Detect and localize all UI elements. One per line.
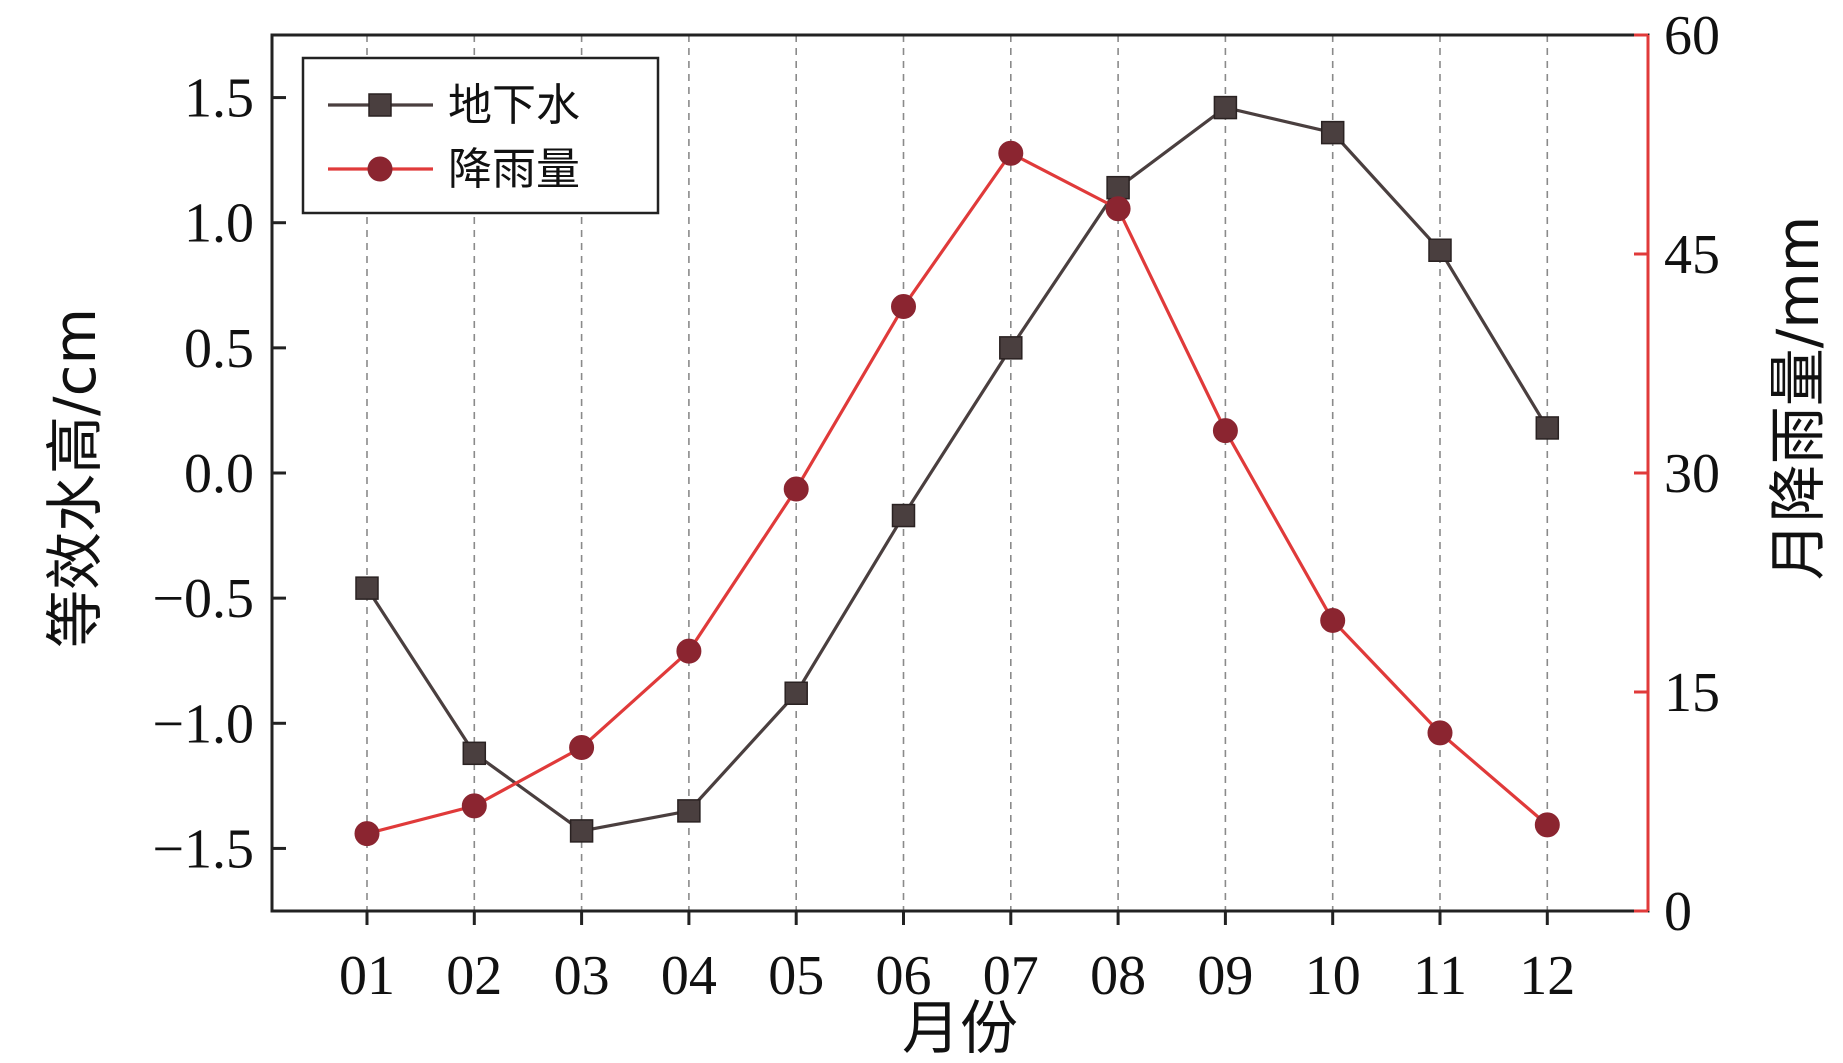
data-point-circle [998, 140, 1024, 166]
legend-label: 降雨量 [448, 144, 580, 195]
legend-marker [367, 156, 393, 182]
series-layer [354, 95, 1560, 847]
x-tick-label: 12 [1519, 945, 1575, 1007]
data-point-circle [1105, 196, 1131, 222]
series-square [355, 95, 1560, 843]
legend-marker [368, 93, 392, 117]
data-point-circle [1212, 418, 1238, 444]
series-circle [354, 140, 1560, 847]
data-point-circle [783, 476, 809, 502]
data-point-square [1213, 95, 1238, 120]
x-tick-label: 02 [446, 945, 502, 1007]
x-tick-label: 05 [768, 945, 824, 1007]
legend-entry: 地下水 [328, 80, 580, 131]
x-tick-label: 01 [339, 945, 395, 1007]
data-point-circle [1534, 812, 1560, 838]
data-point-square [891, 503, 916, 528]
data-point-circle [354, 821, 380, 847]
data-point-square [1535, 416, 1560, 440]
x-tick-label: 09 [1197, 945, 1253, 1007]
left-y-tick-label: 0.0 [184, 443, 254, 505]
left-y-tick-label: −0.5 [152, 568, 254, 630]
data-point-circle [569, 734, 595, 760]
right-y-tick-label: 60 [1664, 5, 1720, 67]
data-point-circle [891, 294, 916, 320]
x-tick-label: 03 [554, 945, 610, 1007]
x-axis-title: 月份 [902, 994, 1018, 1062]
data-point-square [355, 576, 379, 600]
x-tick-label: 10 [1305, 945, 1361, 1007]
x-tick-label: 07 [983, 945, 1039, 1007]
right-y-tick-label: 45 [1664, 224, 1720, 286]
x-tick-label: 06 [876, 945, 932, 1007]
legend-label: 地下水 [448, 80, 580, 131]
left-y-tick-label: 0.5 [184, 318, 254, 380]
data-point-square [569, 819, 594, 843]
left-y-tick-label: 1.0 [184, 193, 254, 255]
right-y-tick-label: 15 [1664, 662, 1720, 724]
data-point-circle [1320, 607, 1346, 633]
data-point-circle [461, 793, 487, 819]
data-point-square [1428, 238, 1452, 262]
right-y-tick-label: 30 [1664, 443, 1720, 505]
axes-layer: 01 02 03 04 05 06 07 08 09 10 11 12 −1.5 −1.0 −0.5 0.0 0… [152, 5, 1720, 1007]
legend-box [301, 56, 660, 215]
left-y-tick-label: −1.5 [152, 818, 254, 880]
right-y-axis-title: 月降雨量/mm [1764, 216, 1832, 581]
left-y-tick-label: −1.0 [152, 693, 254, 755]
data-point-circle [1427, 720, 1453, 746]
left-y-axis-title: 等效水高/cm [41, 308, 109, 648]
data-point-square [999, 336, 1023, 360]
data-point-square [1320, 120, 1345, 145]
right-y-tick-label: 0 [1664, 881, 1692, 943]
series-line [365, 105, 1549, 833]
data-point-square [677, 799, 701, 823]
data-point-square [462, 741, 487, 766]
x-tick-label: 11 [1413, 945, 1467, 1007]
x-tick-label: 08 [1090, 945, 1146, 1007]
data-point-square [784, 681, 808, 706]
data-point-square [1106, 175, 1130, 200]
x-tick-label: 04 [661, 945, 717, 1007]
legend-entry: 降雨量 [328, 144, 580, 195]
data-point-circle [676, 638, 702, 664]
left-y-tick-label: 1.5 [184, 68, 254, 130]
series-line [366, 151, 1549, 836]
